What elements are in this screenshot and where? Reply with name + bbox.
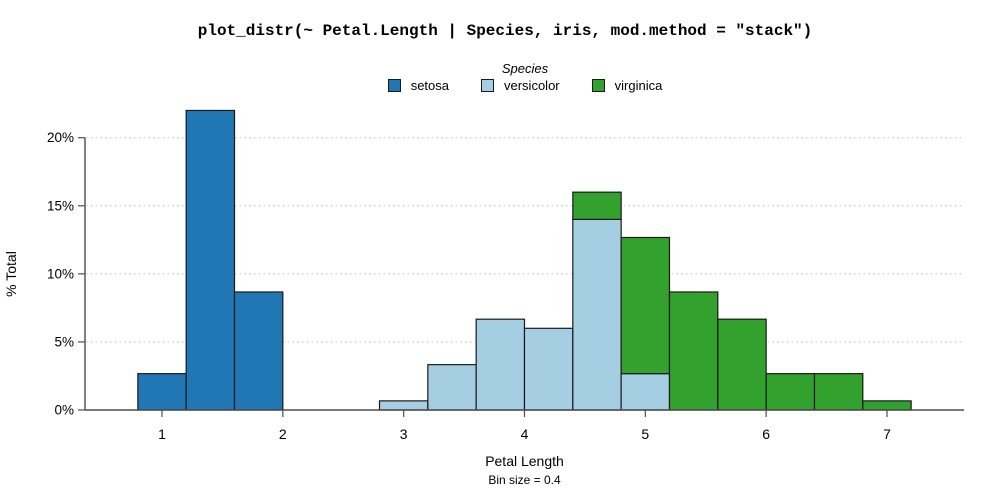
x-tick-label: 1 — [158, 426, 166, 442]
legend-label-versicolor: versicolor — [504, 78, 560, 93]
x-tick-label: 3 — [400, 426, 408, 442]
bar-segment-versicolor — [523, 327, 574, 411]
chart-title: plot_distr(~ Petal.Length | Species, iri… — [197, 22, 813, 40]
y-axis-title: % Total — [3, 251, 19, 297]
bar-segment-setosa — [137, 373, 187, 411]
legend-swatch-virginica-icon — [591, 79, 605, 92]
x-tick-label: 5 — [641, 426, 649, 442]
bar-segment-virginica — [862, 400, 912, 411]
legend-label-virginica: virginica — [614, 78, 663, 93]
x-axis-title: Petal Length — [485, 453, 564, 469]
y-tick-label: 20% — [47, 130, 74, 145]
bar-segment-versicolor — [572, 218, 622, 411]
x-tick-label: 6 — [762, 426, 770, 442]
y-tick-label: 0% — [54, 403, 74, 418]
legend-entry-setosa: setosa — [387, 78, 449, 93]
legend-entry-versicolor: versicolor — [481, 78, 560, 93]
x-tick-label: 2 — [279, 426, 287, 442]
y-tick-label: 15% — [47, 198, 74, 213]
bar-segment-virginica — [572, 191, 622, 220]
bar-segment-virginica — [717, 318, 767, 411]
bar-segment-virginica — [620, 236, 671, 375]
y-tick-label: 10% — [47, 266, 74, 281]
bar-segment-versicolor — [427, 364, 477, 411]
legend-entry-virginica: virginica — [591, 78, 663, 93]
legend: Species setosa versicolor virginica — [85, 61, 965, 97]
bar-segment-virginica — [668, 291, 719, 411]
x-tick-label: 4 — [521, 426, 529, 442]
bar-segment-virginica — [765, 373, 816, 411]
legend-swatch-versicolor-icon — [481, 79, 494, 92]
x-tick-label: 7 — [883, 426, 891, 442]
bar-segment-setosa — [233, 291, 284, 411]
bar-segment-setosa — [185, 109, 236, 411]
bin-size-caption: Bin size = 0.4 — [488, 473, 561, 487]
y-tick-label: 5% — [54, 334, 74, 349]
legend-title: Species — [501, 61, 549, 76]
legend-label-setosa: setosa — [410, 78, 449, 93]
bar-segment-versicolor — [378, 400, 429, 411]
bar-segment-versicolor — [620, 373, 671, 411]
legend-swatch-setosa-icon — [387, 79, 401, 92]
legend-entries: setosa versicolor virginica — [387, 78, 663, 93]
bar-segment-virginica — [813, 373, 864, 411]
bar-segment-versicolor — [475, 318, 526, 411]
